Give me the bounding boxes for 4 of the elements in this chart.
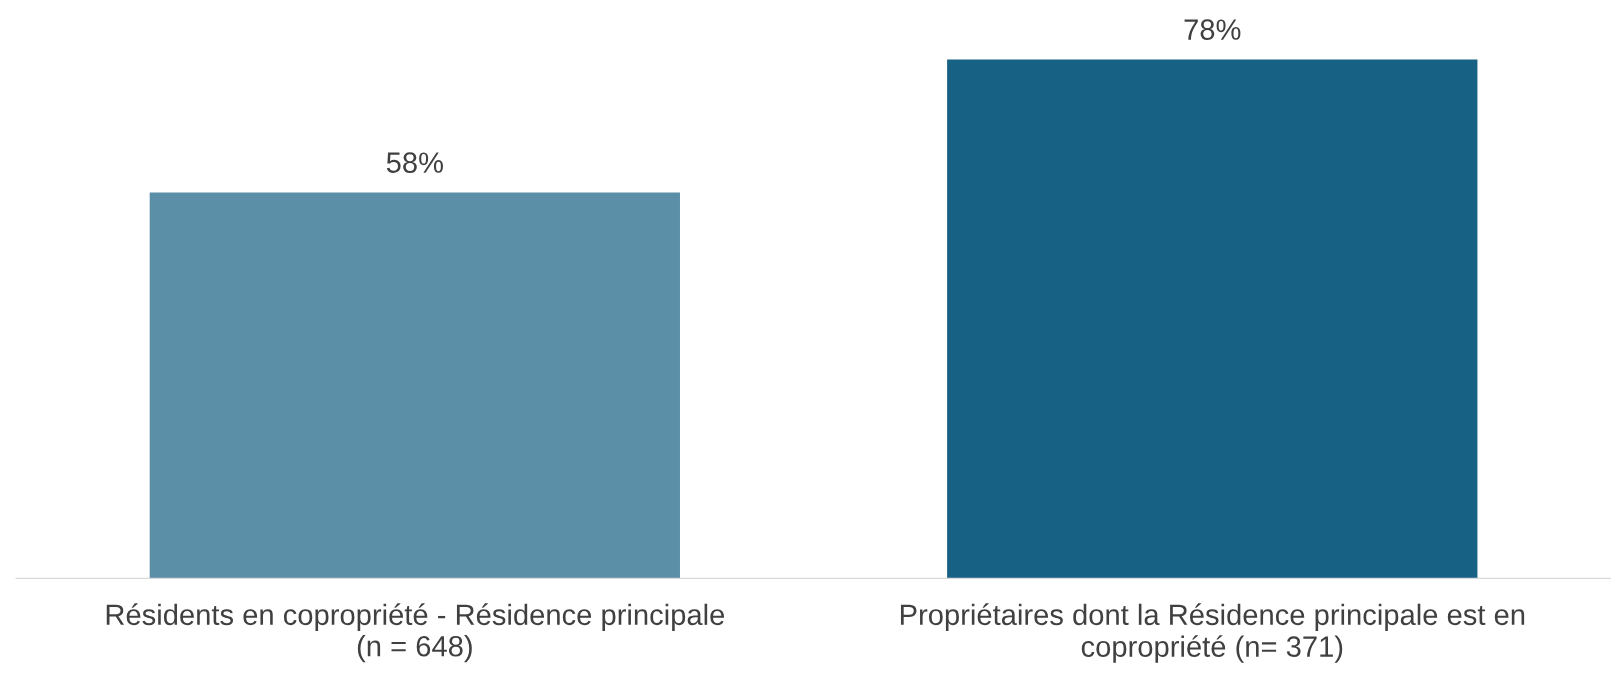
x-tick-label: Propriétaires dont la Résidence principale est en copropriété (n= 371) (900, 603, 1525, 663)
data-label: 58% (386, 152, 443, 173)
data-label: 78% (1184, 19, 1241, 40)
x-tick-label: Résidents en copropriété - Résidence principale (n = 648) (106, 603, 725, 663)
